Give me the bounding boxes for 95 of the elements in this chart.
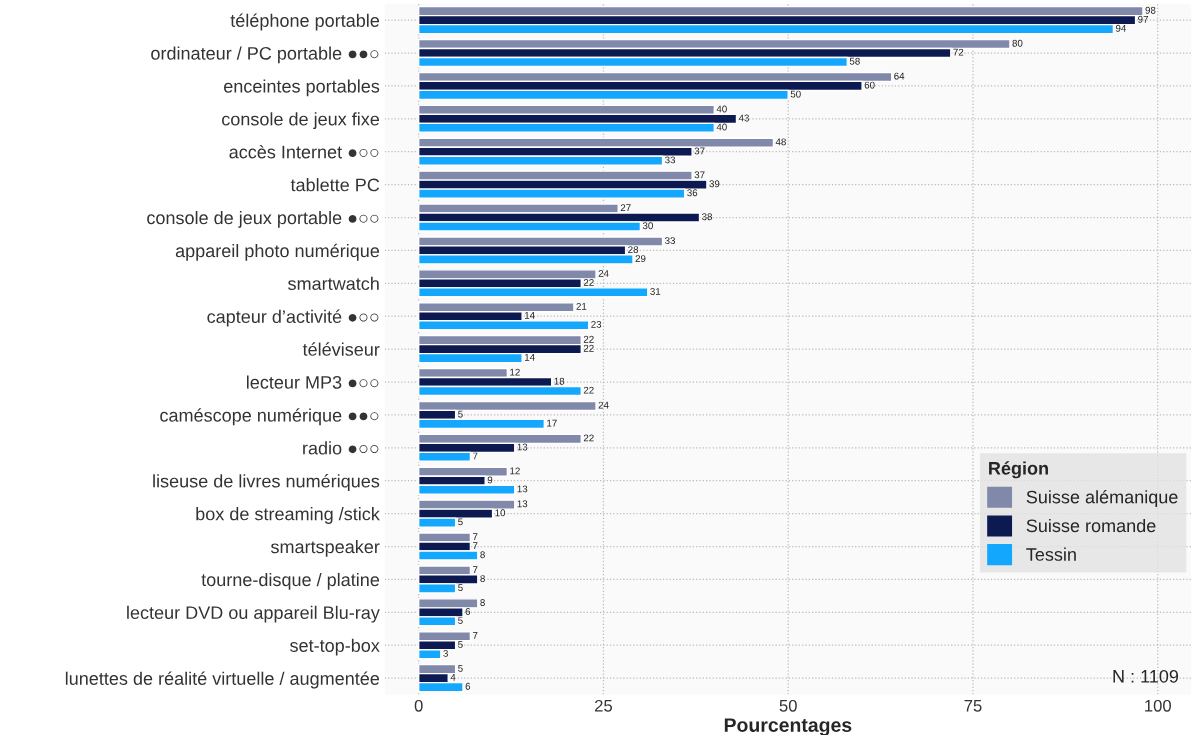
data-label: 13 — [517, 443, 528, 451]
data-label: 39 — [709, 180, 720, 188]
x-tick-label: 0 — [414, 699, 423, 712]
data-label: 33 — [665, 237, 676, 245]
data-label: 12 — [510, 467, 520, 475]
data-label: 21 — [576, 302, 587, 310]
data-label: 24 — [598, 401, 609, 409]
data-label: 5 — [458, 641, 463, 648]
x-tick-label: 25 — [595, 699, 613, 712]
data-label: 7 — [473, 566, 478, 573]
x-tick-label: 75 — [964, 700, 982, 712]
data-label: 5 — [458, 410, 463, 418]
x-tick-label: 100 — [1145, 699, 1171, 712]
data-label: 9 — [487, 476, 493, 484]
data-label: 58 — [849, 57, 860, 65]
y-tick-label: téléviseur — [302, 342, 380, 356]
y-tick-label: enceintes portables — [224, 79, 380, 97]
data-label: 22 — [583, 386, 594, 394]
data-label: 72 — [953, 48, 964, 56]
annotation: N : 1109 — [1113, 669, 1179, 683]
data-label: 8 — [480, 551, 485, 559]
data-label: 5 — [458, 664, 463, 672]
y-tick-label: appareil photo numérique — [175, 243, 380, 261]
data-label: 24 — [598, 270, 609, 277]
data-label: 38 — [701, 213, 712, 221]
data-label: 80 — [1012, 39, 1023, 47]
data-label: 14 — [524, 312, 535, 319]
y-tick-label: accès Internet ●○○ — [229, 144, 379, 159]
y-tick-label: smartwatch — [288, 276, 379, 291]
data-label: 3 — [443, 649, 448, 657]
data-label: 97 — [1138, 15, 1148, 23]
data-label: 33 — [665, 156, 676, 164]
data-label: 8 — [480, 599, 485, 606]
data-label: 17 — [547, 419, 557, 427]
data-label: 50 — [790, 90, 801, 98]
y-tick-label: tourne-disque / platine — [201, 572, 380, 590]
legend-label: Suisse alémanique — [1026, 489, 1178, 508]
data-label: 22 — [583, 434, 594, 442]
data-label: 22 — [583, 279, 594, 286]
x-tick-label: 50 — [779, 699, 797, 712]
y-tick-label: radio ●○○ — [303, 441, 379, 455]
data-label: 7 — [473, 542, 478, 550]
data-label: 10 — [495, 509, 506, 517]
y-tick-label: box de streaming /stick — [196, 507, 380, 524]
data-label: 5 — [458, 518, 463, 526]
data-label: 30 — [642, 222, 653, 230]
y-tick-label: smartspeaker — [270, 539, 380, 557]
x-axis-title: Pourcentages — [724, 718, 852, 735]
y-tick-label: capteur d’activité ●○○ — [207, 309, 379, 327]
y-tick-label: console de jeux fixe — [222, 112, 380, 130]
data-label: 40 — [716, 123, 727, 131]
data-label: 64 — [894, 72, 905, 80]
data-label: 6 — [465, 608, 471, 615]
data-label: 27 — [620, 204, 631, 212]
data-label: 37 — [694, 171, 705, 179]
data-label: 29 — [635, 255, 646, 263]
data-label: 13 — [517, 500, 528, 508]
data-label: 36 — [687, 189, 698, 197]
y-tick-label: console de jeux portable ●○○ — [147, 210, 379, 228]
data-label: 22 — [583, 344, 594, 352]
data-label: 13 — [517, 485, 528, 493]
y-tick-label: lecteur MP3 ●○○ — [246, 375, 379, 389]
y-tick-label: set-top-box — [290, 638, 380, 656]
y-tick-label: liseuse de livres numériques — [153, 474, 380, 492]
data-label: 37 — [694, 147, 705, 155]
legend-label: Tessin — [1026, 547, 1076, 561]
data-label: 43 — [738, 114, 749, 122]
data-label: 23 — [591, 320, 602, 328]
data-label: 48 — [775, 138, 786, 146]
legend-label: Suisse romande — [1026, 518, 1156, 533]
y-tick-label: lunettes de réalité virtuelle / augmentée — [65, 671, 380, 689]
data-label: 4 — [450, 673, 456, 681]
legend-title: Région — [989, 461, 1048, 479]
y-tick-label: lecteur DVD ou appareil Blu-ray — [127, 605, 380, 623]
data-label: 5 — [458, 584, 463, 592]
data-label: 18 — [554, 377, 565, 385]
data-label: 40 — [716, 105, 727, 113]
data-label: 94 — [1115, 24, 1127, 32]
data-label: 6 — [465, 682, 471, 690]
data-label: 7 — [473, 452, 478, 460]
data-label: 22 — [583, 335, 594, 343]
data-label: 60 — [864, 81, 875, 89]
data-label: 98 — [1145, 6, 1156, 14]
y-tick-label: caméscope numérique ●●○ — [160, 408, 379, 426]
data-label: 28 — [628, 246, 639, 254]
data-label: 5 — [458, 617, 463, 624]
y-tick-label: tablette PC — [290, 178, 380, 192]
data-label: 7 — [473, 533, 478, 541]
data-label: 8 — [480, 575, 485, 583]
data-label: 31 — [650, 288, 661, 295]
y-tick-label: ordinateur / PC portable ●●○ — [151, 46, 379, 64]
data-label: 14 — [524, 353, 535, 361]
data-label: 12 — [510, 368, 520, 376]
data-label: 7 — [473, 632, 478, 639]
y-tick-label: téléphone portable — [230, 13, 380, 31]
